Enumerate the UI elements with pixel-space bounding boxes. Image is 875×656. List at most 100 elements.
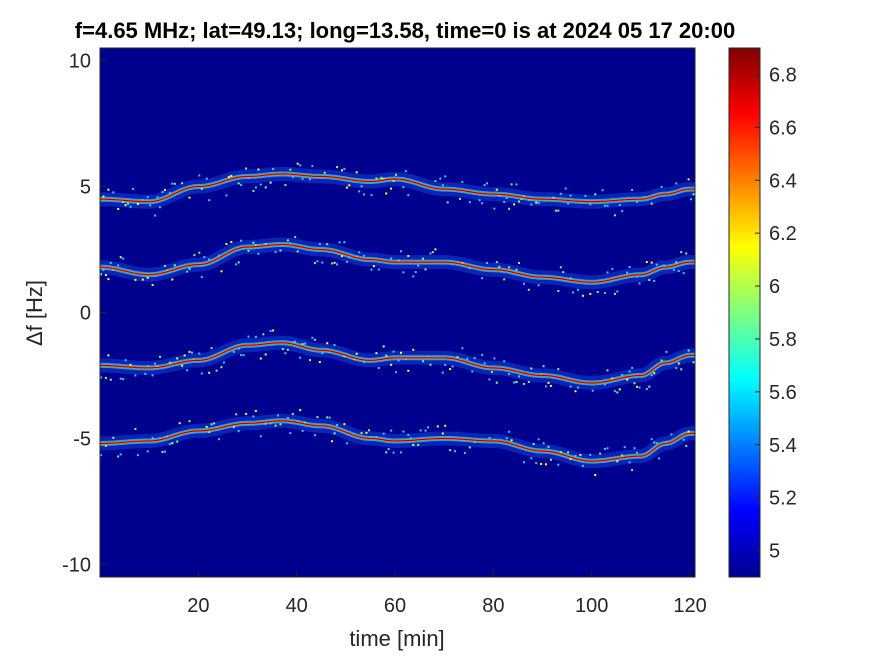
speckle xyxy=(259,183,262,186)
speckle xyxy=(247,335,250,338)
speckle xyxy=(508,430,511,433)
spectral-traces xyxy=(100,162,695,476)
speckle xyxy=(117,264,120,267)
speckle xyxy=(328,416,331,419)
y-tick-label: -5 xyxy=(73,428,91,450)
speckle xyxy=(599,452,602,455)
speckle xyxy=(530,367,533,370)
speckle xyxy=(286,348,289,351)
speckle xyxy=(400,451,402,454)
x-axis-label: time [min] xyxy=(349,626,444,651)
colorbar-tick-label: 6.8 xyxy=(769,64,797,86)
speckle xyxy=(176,357,179,360)
speckle xyxy=(188,196,191,199)
speckle xyxy=(159,206,161,209)
speckle xyxy=(613,390,616,393)
speckle xyxy=(171,361,174,364)
speckle xyxy=(690,198,693,201)
speckle xyxy=(518,200,520,203)
speckle xyxy=(343,423,346,426)
speckle xyxy=(360,185,363,188)
speckle xyxy=(439,177,442,180)
speckle xyxy=(559,451,562,453)
speckle xyxy=(631,188,634,191)
speckle xyxy=(655,442,658,445)
speckle xyxy=(205,425,208,428)
speckle xyxy=(237,261,240,264)
speckle xyxy=(510,183,513,186)
speckle xyxy=(210,347,213,350)
speckle xyxy=(168,191,171,194)
speckle xyxy=(205,177,208,180)
speckle xyxy=(198,174,201,177)
speckle xyxy=(456,356,459,359)
speckle xyxy=(240,354,243,357)
speckle xyxy=(468,267,471,269)
trace-line-red xyxy=(100,243,695,283)
speckle xyxy=(682,438,685,441)
speckle xyxy=(579,454,582,457)
speckle xyxy=(277,414,279,417)
speckle xyxy=(100,454,102,457)
speckle xyxy=(473,441,476,444)
speckle xyxy=(392,179,395,182)
speckle xyxy=(326,342,329,345)
speckle xyxy=(163,450,166,453)
speckle xyxy=(513,203,516,206)
speckle xyxy=(431,251,434,254)
speckle xyxy=(100,376,102,379)
speckle xyxy=(604,292,606,294)
speckle xyxy=(250,247,252,250)
speckle xyxy=(636,200,638,203)
speckle xyxy=(495,188,498,191)
speckle xyxy=(508,373,511,376)
speckle xyxy=(685,252,688,255)
speckle xyxy=(100,273,102,276)
speckle xyxy=(220,270,223,273)
speckle xyxy=(365,431,368,434)
trace-line-red xyxy=(100,173,695,203)
speckle xyxy=(173,182,176,185)
speckle xyxy=(269,181,272,184)
speckle xyxy=(677,362,680,365)
x-tick-label: 60 xyxy=(384,595,406,617)
speckle xyxy=(594,193,597,196)
speckle xyxy=(670,433,673,436)
speckle xyxy=(252,190,255,192)
speckle xyxy=(532,443,535,445)
speckle xyxy=(161,451,164,453)
speckle xyxy=(441,432,444,435)
speckle xyxy=(171,442,174,445)
speckle xyxy=(616,391,619,394)
speckle xyxy=(132,187,134,190)
y-tick-label: 0 xyxy=(80,303,91,325)
speckle xyxy=(672,268,675,271)
speckle xyxy=(518,375,520,378)
speckle xyxy=(611,377,614,380)
speckle xyxy=(316,416,319,419)
speckle xyxy=(341,169,343,172)
speckle xyxy=(498,265,501,268)
speckle xyxy=(296,162,299,165)
speckle xyxy=(257,168,260,171)
speckle xyxy=(540,373,543,375)
speckle xyxy=(264,186,267,189)
speckle xyxy=(218,438,220,441)
speckle xyxy=(508,266,511,269)
speckle xyxy=(636,275,638,278)
speckle xyxy=(341,255,343,258)
speckle xyxy=(535,201,538,204)
speckle xyxy=(198,352,201,355)
speckle xyxy=(645,388,648,390)
speckle xyxy=(574,454,577,457)
speckle xyxy=(321,261,324,264)
speckle xyxy=(488,437,491,439)
speckle xyxy=(336,263,338,266)
speckle xyxy=(471,370,474,373)
speckle xyxy=(269,330,272,332)
speckle xyxy=(284,352,287,355)
speckle xyxy=(412,348,415,351)
speckle xyxy=(296,420,299,422)
speckle xyxy=(628,266,631,268)
speckle xyxy=(291,176,294,179)
